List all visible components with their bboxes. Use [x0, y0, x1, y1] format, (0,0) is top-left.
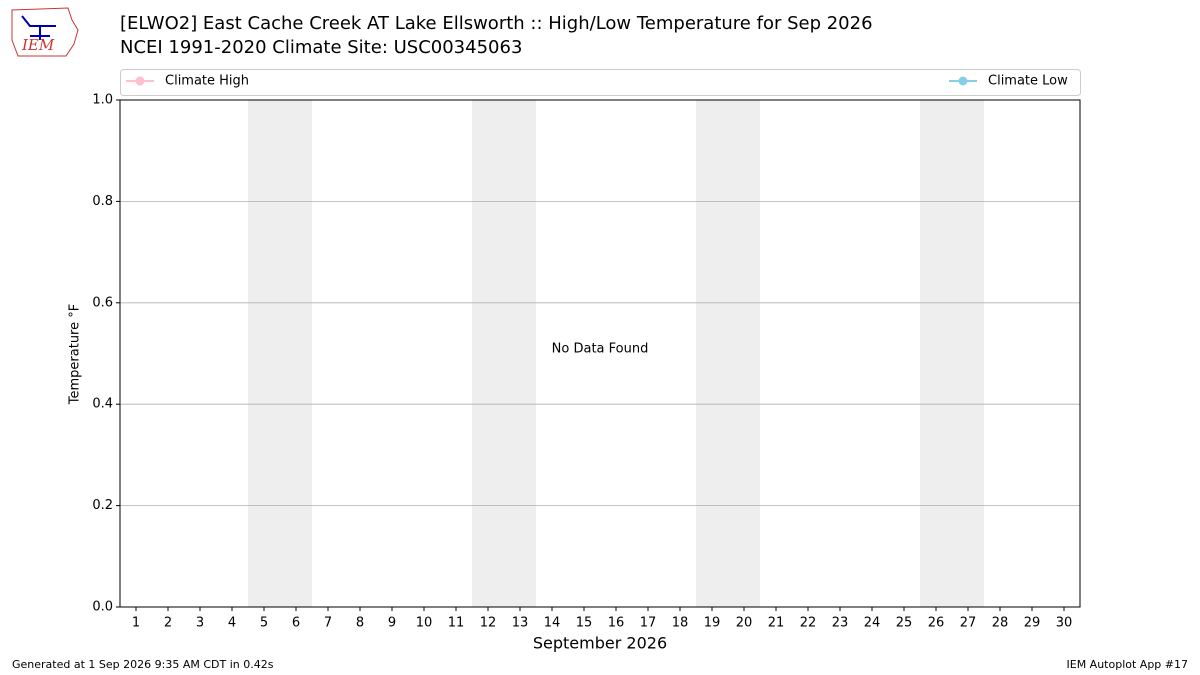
y-tick-label: 1.0: [92, 93, 113, 108]
weekend-shade: [248, 100, 312, 607]
x-tick-label: 19: [704, 616, 721, 631]
weekend-shade: [920, 100, 984, 607]
x-tick-label: 9: [388, 616, 396, 631]
x-tick-label: 12: [480, 616, 497, 631]
y-tick-label: 0.4: [92, 397, 113, 412]
x-tick-label: 1: [132, 616, 140, 631]
logo: IEM: [11, 7, 79, 57]
y-axis-label: Temperature °F: [68, 304, 83, 405]
x-tick-label: 30: [1056, 616, 1073, 631]
legend-box: [120, 69, 1081, 96]
x-tick-label: 23: [832, 616, 849, 631]
logo-icon: [21, 15, 56, 40]
x-tick-label: 2: [164, 616, 172, 631]
footer-left: Generated at 1 Sep 2026 9:35 AM CDT in 0…: [12, 658, 274, 671]
x-tick-label: 15: [576, 616, 593, 631]
x-tick-label: 24: [864, 616, 881, 631]
x-tick-label: 18: [672, 616, 689, 631]
x-tick-label: 3: [196, 616, 204, 631]
x-tick-label: 16: [608, 616, 625, 631]
x-tick-label: 6: [292, 616, 300, 631]
x-tick-label: 14: [544, 616, 561, 631]
x-tick-label: 25: [896, 616, 913, 631]
x-tick-label: 7: [324, 616, 332, 631]
legend-label: Climate High: [165, 74, 249, 89]
x-tick-label: 8: [356, 616, 364, 631]
x-tick-label: 17: [640, 616, 657, 631]
chart-title: [ELWO2] East Cache Creek AT Lake Ellswor…: [120, 13, 873, 34]
x-tick-label: 26: [928, 616, 945, 631]
footer-right: IEM Autoplot App #17: [1067, 658, 1189, 671]
y-tick-label: 0.6: [92, 295, 113, 310]
x-tick-label: 11: [448, 616, 465, 631]
x-tick-label: 28: [992, 616, 1009, 631]
axes-frame: [119, 99, 1081, 608]
chart-subtitle: NCEI 1991-2020 Climate Site: USC00345063: [120, 37, 522, 58]
y-tick-label: 0.8: [92, 194, 113, 209]
y-tick-label: 0.2: [92, 498, 113, 513]
weekend-shade: [696, 100, 760, 607]
x-tick-label: 5: [260, 616, 268, 631]
y-tick-label: 0.0: [92, 600, 113, 615]
x-tick-label: 22: [800, 616, 817, 631]
legend-marker: [135, 76, 145, 86]
x-tick-label: 13: [512, 616, 529, 631]
weekend-shade: [472, 100, 536, 607]
x-tick-label: 27: [960, 616, 977, 631]
x-tick-label: 29: [1024, 616, 1041, 631]
x-tick-label: 20: [736, 616, 753, 631]
annotation: No Data Found: [552, 342, 649, 357]
logo-text: IEM: [21, 36, 55, 54]
logo-outline: [11, 7, 79, 57]
x-tick-label: 21: [768, 616, 785, 631]
x-axis-label: September 2026: [533, 634, 667, 653]
x-tick-label: 10: [416, 616, 433, 631]
legend-label: Climate Low: [988, 74, 1068, 89]
x-tick-label: 4: [228, 616, 236, 631]
legend-marker: [958, 76, 968, 86]
